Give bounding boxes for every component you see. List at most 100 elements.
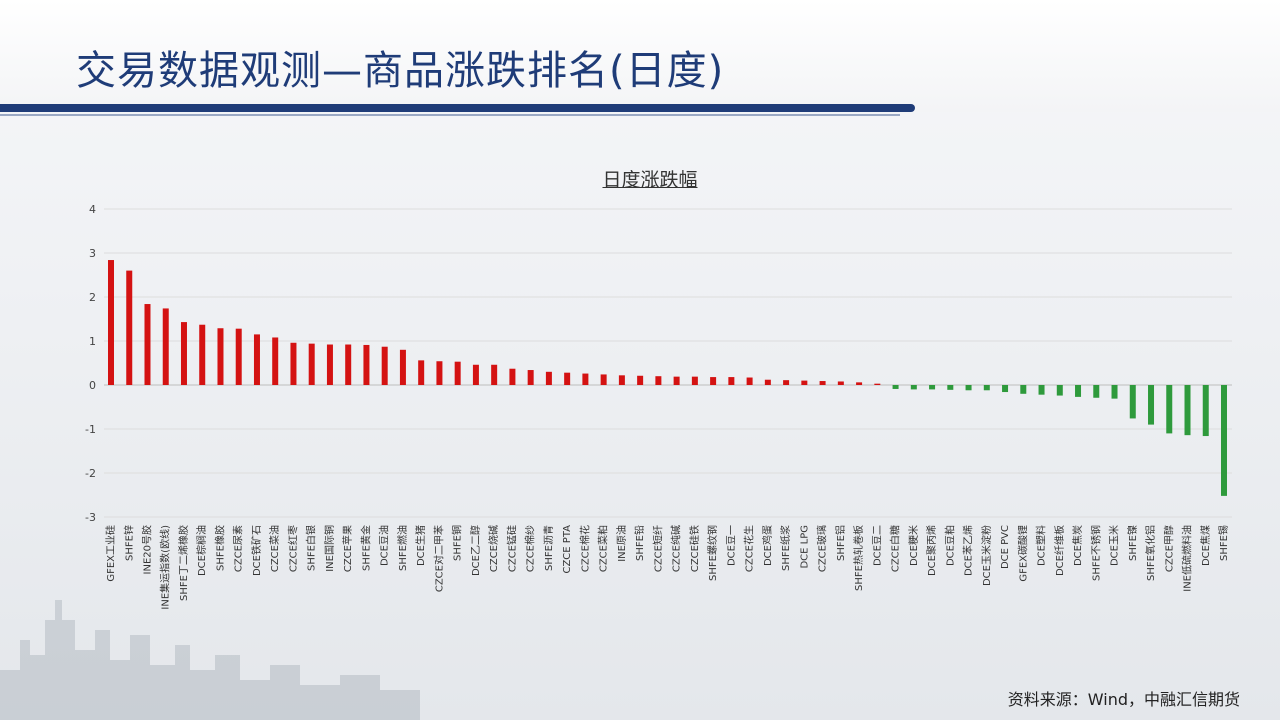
x-tick-label: INE集运指数(欧线) [159,525,172,610]
bar [1020,385,1027,394]
bar [673,376,680,385]
bar [326,344,333,385]
x-tick-label: SHFE锌 [122,525,135,561]
x-tick-label: INE低硫燃料油 [1181,525,1194,592]
bar [1166,385,1173,434]
bar [1038,385,1045,395]
bar [746,377,753,385]
x-tick-label: DCE LPG [799,525,810,569]
y-tick-label: -1 [85,423,96,436]
x-tick-label: SHFE铜 [452,525,464,561]
bar [1148,385,1155,425]
bar [764,379,771,385]
x-tick-label: SHFE热轧卷板 [852,525,865,591]
y-tick-label: 4 [89,203,96,216]
x-tick-label: DCE玉米 [1108,525,1121,566]
bar [655,376,662,385]
y-tick-label: 3 [89,247,96,260]
x-tick-label: INE20号胶 [140,525,153,574]
x-tick-label: DCE聚丙烯 [925,525,938,576]
bar [710,377,717,385]
bar [1221,385,1227,496]
x-tick-label: CZCE烧碱 [487,525,500,572]
bar [399,349,406,385]
bar [509,368,516,385]
bar [801,380,808,385]
source-note: 资料来源：Wind，中融汇信期货 [1007,690,1240,709]
x-tick-label: CZCE白糖 [889,525,902,572]
x-tick-label: DCE豆粕 [943,525,956,566]
x-tick-label: SHFE螺纹钢 [706,525,719,581]
x-tick-label: DCE苯乙烯 [962,525,975,576]
bar [910,385,917,390]
bar [527,370,534,385]
x-tick-label: DCE豆一 [725,525,737,566]
bar [983,385,990,391]
bar [1056,385,1063,396]
bar [564,372,571,385]
bar [1075,385,1082,397]
x-tick-label: CZCE纯碱 [670,525,683,572]
chart-title: 日度涨跌幅 [602,169,698,191]
bar [728,377,735,385]
bar [253,334,260,385]
bar [454,361,461,385]
header-divider [0,114,900,116]
bar [600,374,607,385]
x-tick-label: CZCE对二甲苯 [432,525,445,592]
x-tick-label: SHFE纸浆 [779,525,792,571]
bar [162,308,169,385]
x-tick-label: SHFE沥青 [542,525,555,571]
page-title: 交易数据观测—商品涨跌排名(日度) [76,48,725,94]
x-tick-label: CZCE玻璃 [816,525,829,572]
bar [691,376,698,385]
x-tick-label: SHFE氧化铝 [1144,525,1157,581]
x-tick-label: GFEX碳酸锂 [1016,525,1029,582]
header-accent-bar [0,104,915,112]
bar [217,328,224,385]
x-tick-label: DCE乙二醇 [469,525,482,576]
bar [545,371,552,385]
bars [108,260,1227,496]
bar [345,344,352,385]
bar [436,361,443,385]
x-tick-label: CZCE棉纱 [524,525,537,572]
bar [144,304,151,385]
bar [637,375,644,385]
x-tick-label: CZCE菜油 [268,525,281,572]
bar [1184,385,1191,436]
x-tick-label: SHFE丁二烯橡胶 [177,525,190,601]
x-tick-label: DCE豆二 [871,525,883,566]
x-tick-label: CZCE硅铁 [688,525,701,572]
x-tick-label: DCE焦煤 [1199,525,1212,566]
bar [290,342,297,385]
x-axis-labels: GFEX工业硅 SHFE锌 INE20号胶 INE集运指数(欧线) SHFE丁二烯橡胶 D… [104,525,1230,610]
bar [381,346,388,385]
bar [272,337,279,385]
bar [1111,385,1118,399]
x-tick-label: GFEX工业硅 [104,525,117,582]
x-tick-label: DCE纤维板 [1053,525,1066,576]
y-tick-label: 2 [89,291,96,304]
x-tick-label: INE国际铜 [324,525,336,572]
x-tick-label: DCE塑料 [1035,525,1048,566]
bar [108,260,114,385]
bar [1202,385,1209,437]
bar [199,324,206,385]
bar [819,381,826,385]
bar [929,385,936,390]
x-tick-label: DCE PVC [1000,525,1011,569]
bar [1129,385,1136,419]
city-skyline-decoration [0,600,420,720]
x-tick-label: CZCE菜粕 [597,525,610,572]
x-tick-label: SHFE镍 [1126,525,1139,561]
bar [892,385,899,389]
x-tick-label: SHFE燃油 [396,525,409,571]
x-tick-label: INE原油 [615,525,628,562]
x-tick-label: DCE焦炭 [1071,525,1084,566]
header-band [0,0,1280,112]
x-tick-label: CZCE尿素 [232,525,245,572]
bar [180,322,187,385]
x-tick-label: SHFE铅 [633,525,646,561]
